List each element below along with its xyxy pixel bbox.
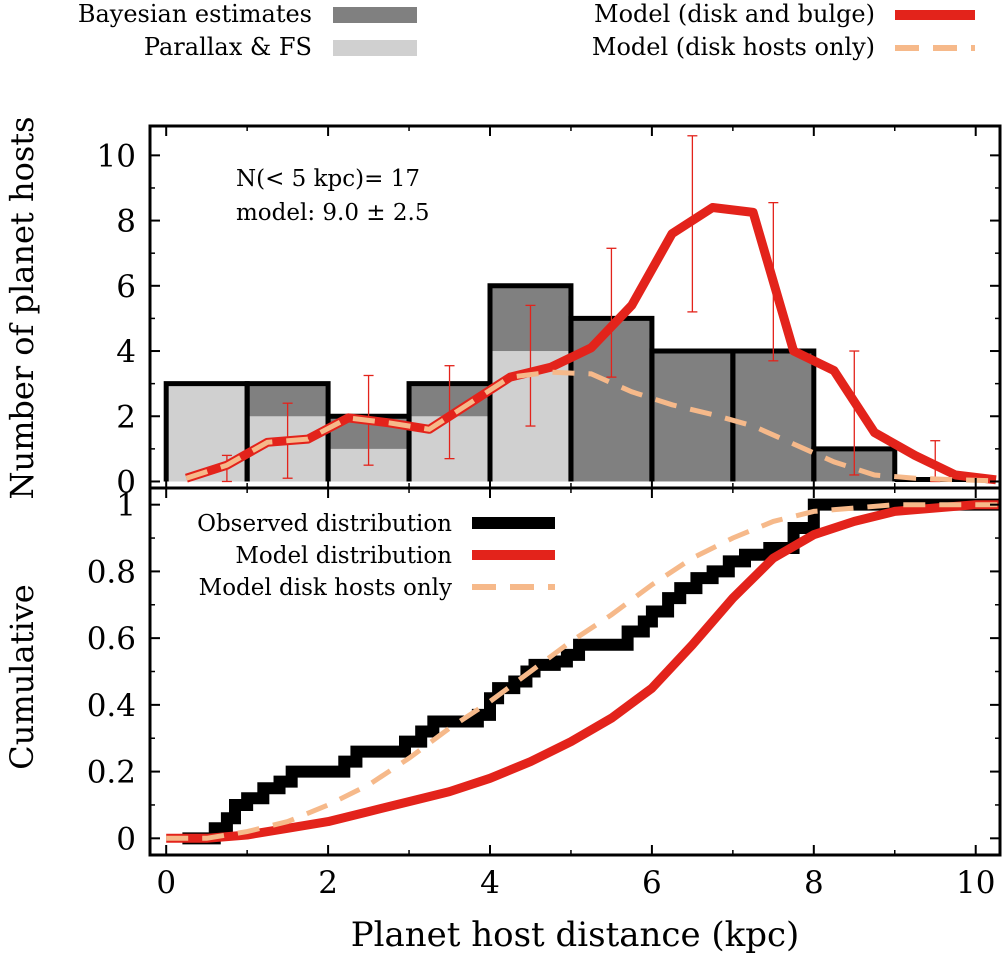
legend-bayes-swatch [333,7,417,23]
legend-model-disk-label: Model (disk hosts only) [592,33,875,61]
y-tick-label-bottom: 1 [116,488,136,524]
model-cumulative-line [166,500,1000,843]
x-axis-label: Planet host distance (kpc) [351,915,800,955]
y-tick-label-bottom: 0 [116,821,136,857]
legend-parallax-label: Parallax & FS [144,33,312,61]
legend-parallax-swatch [333,40,417,56]
legend-top: Bayesian estimates Parallax & FS Model (… [78,0,975,61]
x-tick-label: 6 [642,865,662,901]
y-tick-label-top: 10 [97,138,136,174]
y-tick-label-bottom: 0.6 [87,621,136,657]
x-tick-label: 0 [156,865,176,901]
y-tick-label-top: 2 [116,399,136,435]
bayes-bar [732,351,814,482]
bayes-bar [651,351,733,482]
legend-model-label: Model distribution [235,543,452,569]
annotation-model: model: 9.0 ± 2.5 [236,200,429,226]
y-tick-label-bottom: 0.8 [87,554,136,590]
annotation-count: N(< 5 kpc)= 17 [236,166,420,192]
disk-cumulative-line [166,502,1000,841]
legend-bayes-label: Bayesian estimates [78,0,312,28]
observed-step-line [182,498,1000,845]
y-axis-label-top: Number of planet hosts [3,116,41,499]
y-tick-label-top: 4 [116,334,136,370]
y-tick-label-bottom: 0.2 [87,755,136,791]
x-tick-label: 2 [318,865,338,901]
legend-observed-label: Observed distribution [197,511,452,537]
y-tick-label-top: 0 [116,464,136,500]
parallax-bar [166,383,248,482]
x-tick-label: 10 [956,865,995,901]
x-tick-label: 8 [804,865,824,901]
legend-model-full-label: Model (disk and bulge) [594,0,875,28]
x-tick-label: 4 [480,865,500,901]
model-disk-line [185,369,997,484]
y-tick-label-bottom: 0.4 [87,688,136,724]
legend-bottom: Observed distribution Model distribution… [197,511,555,601]
y-tick-label-top: 8 [116,204,136,240]
legend-disk-label: Model disk hosts only [199,575,452,601]
y-axis-label-bottom: Cumulative [3,584,41,769]
histogram-panel: 0 2 4 6 8 10 [97,124,1002,500]
cumulative-panel: 00.20.40.60.810 2 4 6 8 10 [87,486,1002,901]
y-tick-label-top: 6 [116,269,136,305]
